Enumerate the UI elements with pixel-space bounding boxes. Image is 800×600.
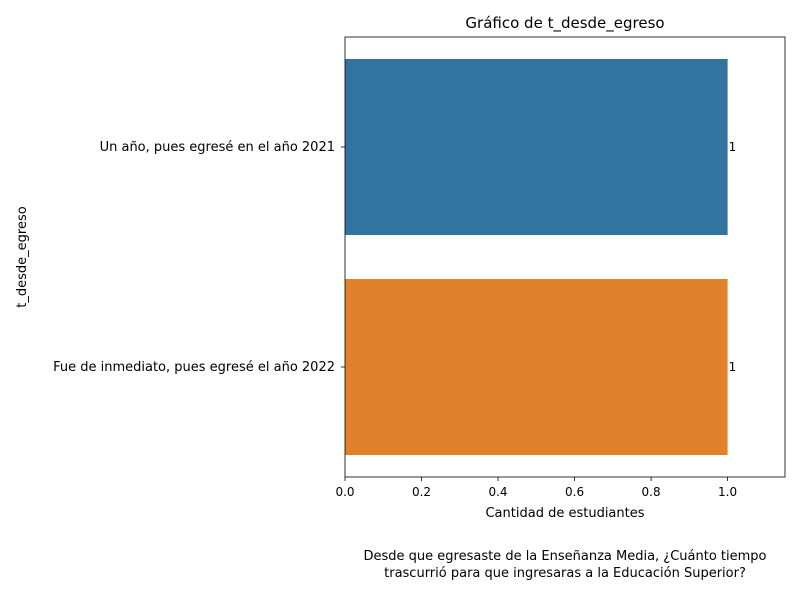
caption-line-2: trascurrió para que ingresaras a la Educ… [384, 566, 746, 581]
plot-frame [344, 36, 786, 478]
y-tick-label-1: Un año, pues egresé en el año 2021 [100, 140, 335, 155]
y-axis-label: t_desde_egreso [15, 206, 30, 307]
x-tick-label-3: 0.4 [488, 485, 507, 499]
x-tick-label-2: 0.2 [412, 485, 431, 499]
y-tick-label-2: Fue de inmediato, pues egresé el año 202… [53, 360, 335, 375]
chart-caption: Desde que egresaste de la Enseñanza Medi… [340, 548, 790, 582]
chart-title: Gráfico de t_desde_egreso [465, 14, 664, 33]
bar-data-label-2: 1 [729, 360, 737, 374]
plot-area: 1 Un año, pues egresé en el año 2021 1 Fue … [53, 36, 786, 499]
caption-line-1: Desde que egresaste de la Enseñanza Medi… [363, 549, 767, 564]
bar-2 [345, 279, 728, 455]
bar-1 [345, 59, 728, 235]
bar-data-label-1: 1 [729, 140, 737, 154]
x-tick-label-6: 1.0 [718, 485, 737, 499]
x-tick-label-1: 0.0 [335, 485, 354, 499]
x-axis-label: Cantidad de estudiantes [485, 506, 644, 521]
x-tick-label-5: 0.8 [642, 485, 661, 499]
x-tick-label-4: 0.6 [565, 485, 584, 499]
